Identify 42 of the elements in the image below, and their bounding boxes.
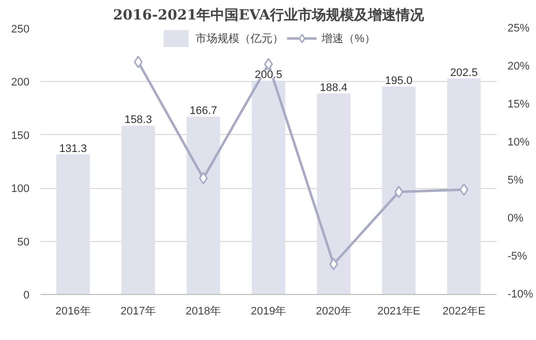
y-tick-label: 100 <box>11 183 30 196</box>
y-tick-label: 250 <box>11 24 30 36</box>
bar <box>447 78 481 294</box>
legend-label: 增速（%） <box>322 32 376 46</box>
bar <box>382 86 416 294</box>
y2-tick-label: 15% <box>508 98 530 110</box>
data-label: 158.3 <box>124 114 152 126</box>
x-tick-label: 2018年 <box>186 306 222 318</box>
legend-label: 市场规模（亿元） <box>196 32 284 46</box>
data-label: 188.4 <box>320 82 348 94</box>
y-tick-label: 200 <box>11 76 30 89</box>
bar <box>316 94 350 294</box>
x-tick-label: 2017年 <box>120 306 156 318</box>
y2-tick-label: 0% <box>508 212 524 224</box>
bar <box>56 154 90 294</box>
y-tick-label: 150 <box>11 130 30 142</box>
y-tick-label: 0 <box>23 290 30 302</box>
data-label: 200.5 <box>254 69 282 82</box>
y2-tick-label: -5% <box>508 250 528 262</box>
x-tick-label: 2016年 <box>55 306 91 318</box>
x-tick-label: 2022年E <box>442 306 486 318</box>
y2-tick-label: 5% <box>508 174 524 186</box>
point <box>329 258 338 270</box>
bar <box>252 80 286 294</box>
chart-title: 2016-2021年中国EVA行业市场规模及增速情况 <box>112 6 426 24</box>
data-label: 195.0 <box>385 75 413 88</box>
data-label: 131.3 <box>59 142 87 155</box>
y-tick-label: 50 <box>17 236 30 248</box>
bar <box>186 116 220 294</box>
data-label: 202.5 <box>450 67 478 80</box>
point <box>394 186 404 198</box>
point <box>198 172 208 184</box>
y2-tick-label: 25% <box>508 22 530 34</box>
x-tick-label: 2020年 <box>316 306 352 318</box>
x-tick-label: 2019年 <box>250 306 286 318</box>
bar <box>121 126 155 294</box>
data-label: 166.7 <box>190 105 218 118</box>
y2-tick-label: -10% <box>508 288 534 300</box>
y2-tick-label: 10% <box>508 136 530 148</box>
x-tick-label: 2021年E <box>377 306 420 318</box>
y2-tick-label: 20% <box>508 60 530 72</box>
point <box>134 56 143 68</box>
